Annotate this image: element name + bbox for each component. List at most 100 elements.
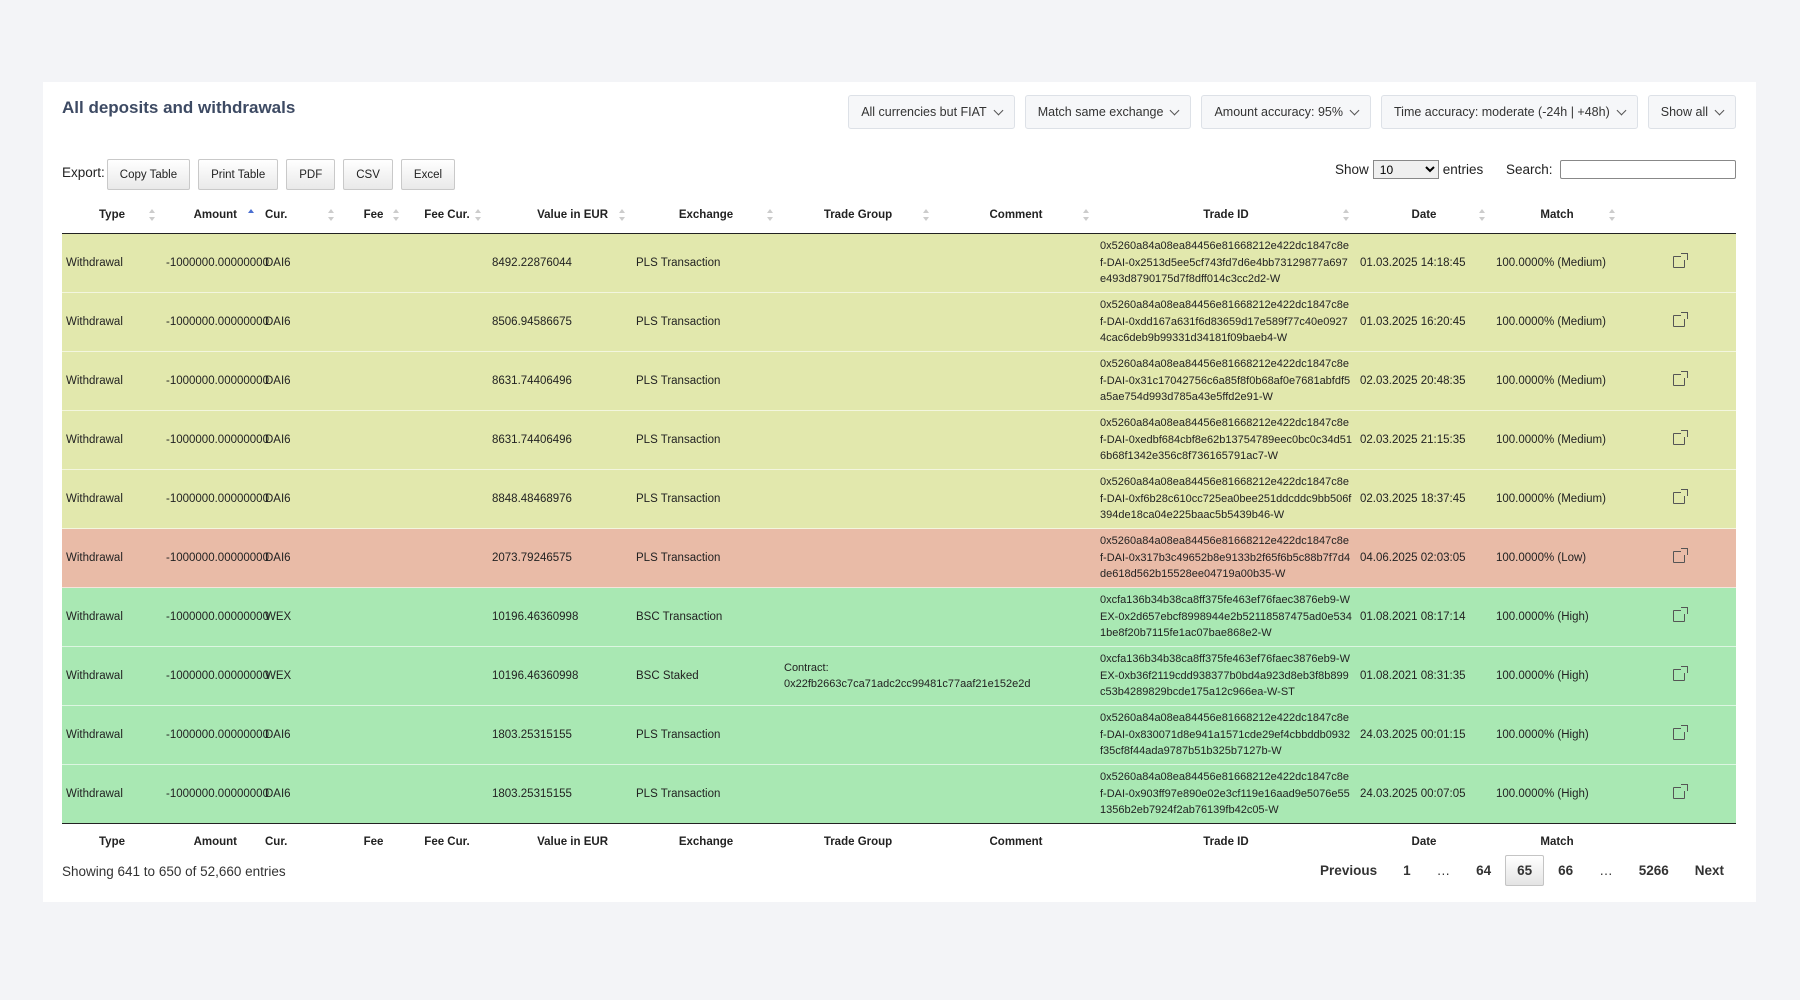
show-filter-dropdown[interactable]: Show all [1647,95,1736,129]
cell-match: 100.0000% (High) [1492,705,1622,765]
excel-export-button[interactable]: Excel [400,159,456,190]
cell-comment [936,469,1096,529]
table-row: Withdrawal -1000000.00000000 DAI6 8631.7440… [62,351,1736,411]
cell-value-eur: 8506.94586675 [488,292,632,352]
cell-currency: DAI6 [261,469,341,529]
cell-value-eur: 8631.74406496 [488,351,632,411]
cell-match: 100.0000% (High) [1492,764,1622,824]
cell-date: 24.03.2025 00:07:05 [1356,764,1492,824]
cell-trade-group [780,233,936,293]
external-link-icon[interactable] [1673,606,1688,622]
cell-fee [341,646,406,706]
page-button[interactable]: 1 [1403,863,1411,878]
cell-fee-currency [406,292,488,352]
cell-amount: -1000000.00000000 [162,764,269,824]
currency-filter-label: All currencies but FIAT [861,105,987,119]
copy-table-button[interactable]: Copy Table [106,159,191,190]
exchange-match-label: Match same exchange [1037,105,1164,119]
page-button[interactable]: 64 [1476,863,1492,878]
cell-comment [936,292,1096,352]
cell-value-eur: 10196.46360998 [488,646,632,706]
cell-fee [341,292,406,352]
cell-trade-group [780,528,936,588]
column-header-exchange[interactable]: Exchange [632,197,780,234]
cell-date: 04.06.2025 02:03:05 [1356,528,1492,588]
cell-trade-group [780,351,936,411]
cell-value-eur: 8631.74406496 [488,410,632,470]
cell-actions [1622,528,1736,588]
cell-fee [341,410,406,470]
column-header-trade-group[interactable]: Trade Group [780,197,936,234]
column-header-amount[interactable]: Amount [162,197,261,234]
page-button[interactable]: 5266 [1638,863,1669,878]
column-header-type[interactable]: Type [62,197,162,234]
cell-trade-id: 0xcfa136b34b38ca8ff375fe463ef76faec3876e… [1096,646,1356,706]
column-header-match[interactable]: Match [1492,197,1622,234]
cell-exchange: PLS Transaction [632,469,780,529]
cell-fee-currency [406,646,488,706]
external-link-icon[interactable] [1673,488,1688,504]
column-header-comment[interactable]: Comment [936,197,1096,234]
page-button[interactable]: 66 [1558,863,1574,878]
transactions-table: Type Amount Cur. Fee Fee Cur. Value in E… [62,197,1736,860]
cell-amount: -1000000.00000000 [162,587,269,647]
pdf-export-button[interactable]: PDF [286,159,336,190]
csv-export-button[interactable]: CSV [343,159,393,190]
cell-exchange: PLS Transaction [632,351,780,411]
column-header-fee-currency[interactable]: Fee Cur. [406,197,488,234]
cell-match: 100.0000% (Medium) [1492,351,1622,411]
page-button-current[interactable]: 65 [1505,855,1545,886]
cell-trade-group [780,410,936,470]
external-link-icon[interactable] [1673,252,1688,268]
column-header-value-eur[interactable]: Value in EUR [488,197,632,234]
cell-currency: DAI6 [261,233,341,293]
external-link-icon[interactable] [1673,724,1688,740]
next-page-button[interactable]: Next [1694,863,1724,878]
column-header-fee[interactable]: Fee [341,197,406,234]
cell-value-eur: 2073.79246575 [488,528,632,588]
sort-icon [1343,209,1350,221]
external-link-icon[interactable] [1673,783,1688,799]
table-row: Withdrawal -1000000.00000000 DAI6 8506.9458… [62,292,1736,352]
time-accuracy-label: Time accuracy: moderate (-24h | +48h) [1394,105,1610,119]
sort-icon [393,209,400,221]
cell-currency: DAI6 [261,410,341,470]
cell-fee [341,528,406,588]
footer-comment: Comment [936,823,1096,860]
amount-accuracy-dropdown[interactable]: Amount accuracy: 95% [1201,95,1372,129]
cell-amount: -1000000.00000000 [162,292,269,352]
cell-trade-group [780,587,936,647]
cell-type: Withdrawal [62,233,162,293]
column-header-date[interactable]: Date [1356,197,1492,234]
cell-actions [1622,233,1736,293]
external-link-icon[interactable] [1673,429,1688,445]
column-header-actions [1622,197,1736,234]
cell-trade-id: 0x5260a84a08ea84456e81668212e422dc1847c8… [1096,764,1356,824]
footer-exchange: Exchange [632,823,780,860]
external-link-icon[interactable] [1673,665,1688,681]
search-label: Search: [1506,162,1553,177]
print-table-button[interactable]: Print Table [198,159,279,190]
currency-filter-dropdown[interactable]: All currencies but FIAT [848,95,1015,129]
cell-actions [1622,469,1736,529]
footer-match: Match [1492,823,1622,860]
time-accuracy-dropdown[interactable]: Time accuracy: moderate (-24h | +48h) [1381,95,1638,129]
external-link-icon[interactable] [1673,547,1688,563]
search-input[interactable] [1559,160,1736,179]
footer-row: Type Amount Cur. Fee Fee Cur. Value in E… [62,823,1736,860]
cell-actions [1622,705,1736,765]
exchange-match-dropdown[interactable]: Match same exchange [1024,95,1192,129]
sort-icon [1479,209,1486,221]
cell-date: 01.08.2021 08:17:14 [1356,587,1492,647]
cell-type: Withdrawal [62,764,162,824]
page-length-select[interactable]: 10 [1372,160,1439,179]
column-header-currency[interactable]: Cur. [261,197,341,234]
external-link-icon[interactable] [1673,311,1688,327]
column-header-trade-id[interactable]: Trade ID [1096,197,1356,234]
previous-page-button[interactable]: Previous [1320,863,1378,878]
external-link-icon[interactable] [1673,370,1688,386]
cell-exchange: PLS Transaction [632,764,780,824]
cell-value-eur: 1803.25315155 [488,764,632,824]
cell-trade-id: 0x5260a84a08ea84456e81668212e422dc1847c8… [1096,705,1356,765]
header-row: Type Amount Cur. Fee Fee Cur. Value in E… [62,197,1736,234]
